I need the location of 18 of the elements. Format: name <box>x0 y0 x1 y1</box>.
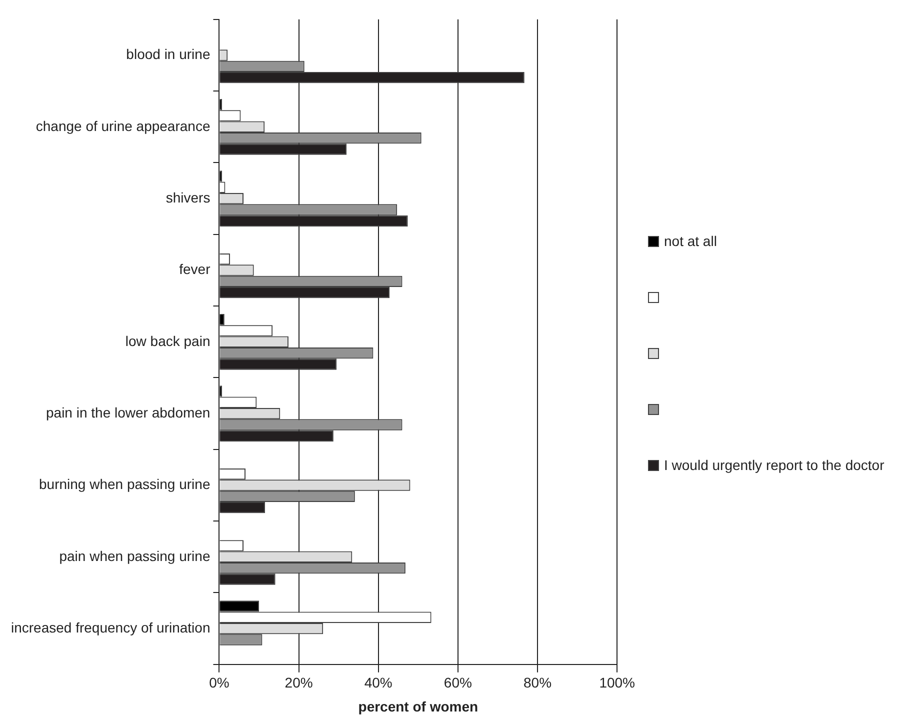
y-tick-label: shivers <box>166 189 210 206</box>
y-tick-label: fever <box>179 261 211 278</box>
legend-label: not at all <box>664 233 717 250</box>
x-tick-label: 20% <box>284 674 313 691</box>
x-tick-label: 60% <box>444 674 472 691</box>
y-tick-label: burning when passing urine <box>39 476 210 492</box>
y-tick-label: blood in urine <box>126 46 210 62</box>
y-tick-label: pain in the lower abdomen <box>46 404 210 420</box>
y-tick-label: pain when passing urine <box>59 548 210 564</box>
x-tick-label: 100% <box>599 674 636 691</box>
y-tick-label: change of urine appearance <box>36 118 210 134</box>
legend-label: I would urgently report to the doctor <box>664 457 884 474</box>
x-axis-title: percent of women <box>358 698 478 714</box>
y-tick-label: increased frequency of urination <box>11 619 210 636</box>
y-tick-label: low back pain <box>125 332 210 349</box>
x-tick-label: 80% <box>524 674 552 691</box>
x-tick-label: 0% <box>209 674 230 691</box>
x-tick-label: 40% <box>364 674 392 691</box>
